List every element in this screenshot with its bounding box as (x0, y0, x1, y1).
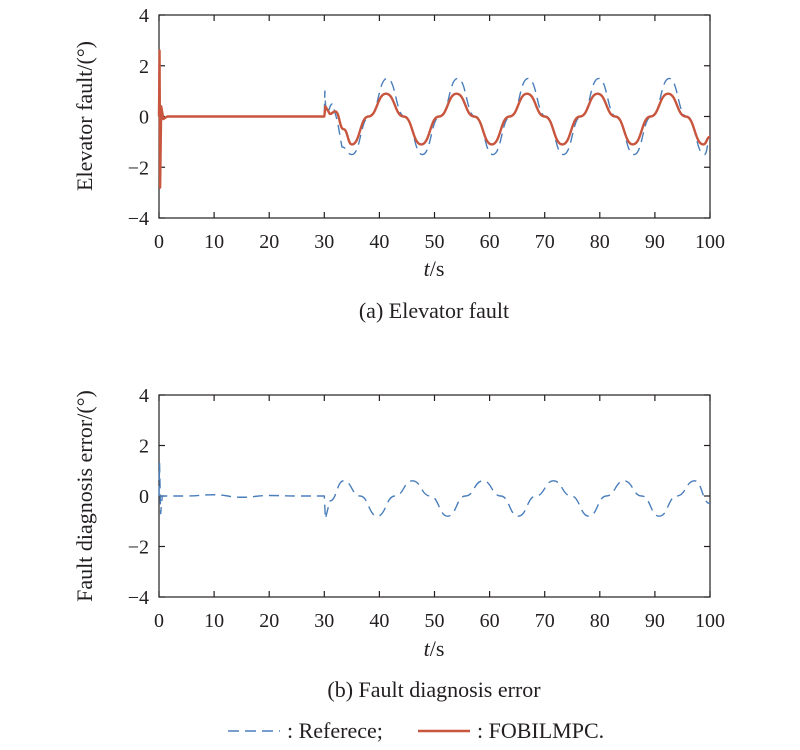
legend-fobilmpc-label: : FOBILMPC. (477, 718, 604, 743)
x-axis-label-a: t/s (424, 256, 445, 281)
series-reference-line-b (158, 462, 711, 520)
xtick-labels-b: 0 10 20 30 40 50 60 70 80 90 100 (154, 610, 725, 632)
y-tick-label-b-2: 0 (139, 486, 149, 508)
y-tick-label-b-4: −4 (128, 587, 149, 609)
x-tick-label-b-4: 40 (369, 610, 389, 632)
x-tick-label-b-0: 0 (154, 610, 164, 632)
x-tick-label-b-2: 20 (259, 610, 279, 632)
ticks-a (158, 14, 711, 219)
x-tick-label-a-1: 10 (204, 231, 224, 253)
y-tick-label-a-0: 4 (139, 5, 149, 27)
y-axis-label-a: Elevator fault/(°) (72, 41, 97, 191)
y-tick-label-a-4: −4 (128, 208, 149, 230)
y-tick-label-a-3: −2 (128, 157, 149, 179)
y-tick-label-a-1: 2 (139, 56, 149, 78)
ticks-b (158, 394, 711, 598)
legend: : Referece; : FOBILMPC. (228, 718, 604, 743)
x-axis-label-b: t/s (424, 636, 445, 661)
y-axis-label-b: Fault diagnosis error/(°) (72, 390, 97, 602)
x-tick-label-a-5: 50 (425, 231, 445, 253)
plot-frame-b (158, 394, 711, 598)
x-tick-label-a-9: 90 (645, 231, 665, 253)
legend-reference-label: : Referece; (287, 718, 383, 743)
x-tick-label-a-4: 40 (369, 231, 389, 253)
x-tick-label-b-8: 80 (590, 610, 610, 632)
y-tick-label-a-2: 0 (139, 107, 149, 129)
series-layer-a (157, 49, 711, 189)
x-tick-label-b-5: 50 (425, 610, 445, 632)
panel-a-elevator-fault: 0 10 20 30 40 50 60 70 80 90 100 420−2−4 t/s Eleva… (72, 5, 725, 323)
y-tick-label-b-1: 2 (139, 436, 149, 458)
y-tick-label-b-0: 4 (139, 385, 149, 407)
caption-b: (b) Fault diagnosis error (327, 677, 541, 702)
x-tick-label-a-6: 60 (480, 231, 500, 253)
x-tick-label-b-1: 10 (204, 610, 224, 632)
x-tick-label-b-3: 30 (314, 610, 334, 632)
x-tick-label-b-10: 100 (695, 610, 725, 632)
x-tick-label-a-7: 70 (535, 231, 555, 253)
x-tick-label-a-2: 20 (259, 231, 279, 253)
ytick-labels-b: 4 2 0 −2 −4 (128, 385, 149, 609)
x-tick-label-a-8: 80 (590, 231, 610, 253)
x-tick-label-b-6: 60 (480, 610, 500, 632)
x-tick-label-a-3: 30 (314, 231, 334, 253)
caption-a: (a) Elevator fault (359, 298, 509, 323)
y-tick-label-b-3: −2 (128, 537, 149, 559)
x-tick-label-b-9: 90 (645, 610, 665, 632)
series-layer-b (158, 462, 711, 520)
ytick-labels-a: 4 2 0 −2 −4 (128, 5, 149, 230)
x-tick-label-b-7: 70 (535, 610, 555, 632)
xtick-labels-a: 0 10 20 30 40 50 60 70 80 90 100 (154, 231, 725, 253)
x-tick-label-a-10: 100 (695, 231, 725, 253)
panel-b-fault-diagnosis-error: 0 10 20 30 40 50 60 70 80 90 100 420−2−4 t/s Fault… (72, 385, 725, 702)
series-fobilmpc-line-a (157, 49, 711, 189)
x-tick-label-a-0: 0 (154, 231, 164, 253)
